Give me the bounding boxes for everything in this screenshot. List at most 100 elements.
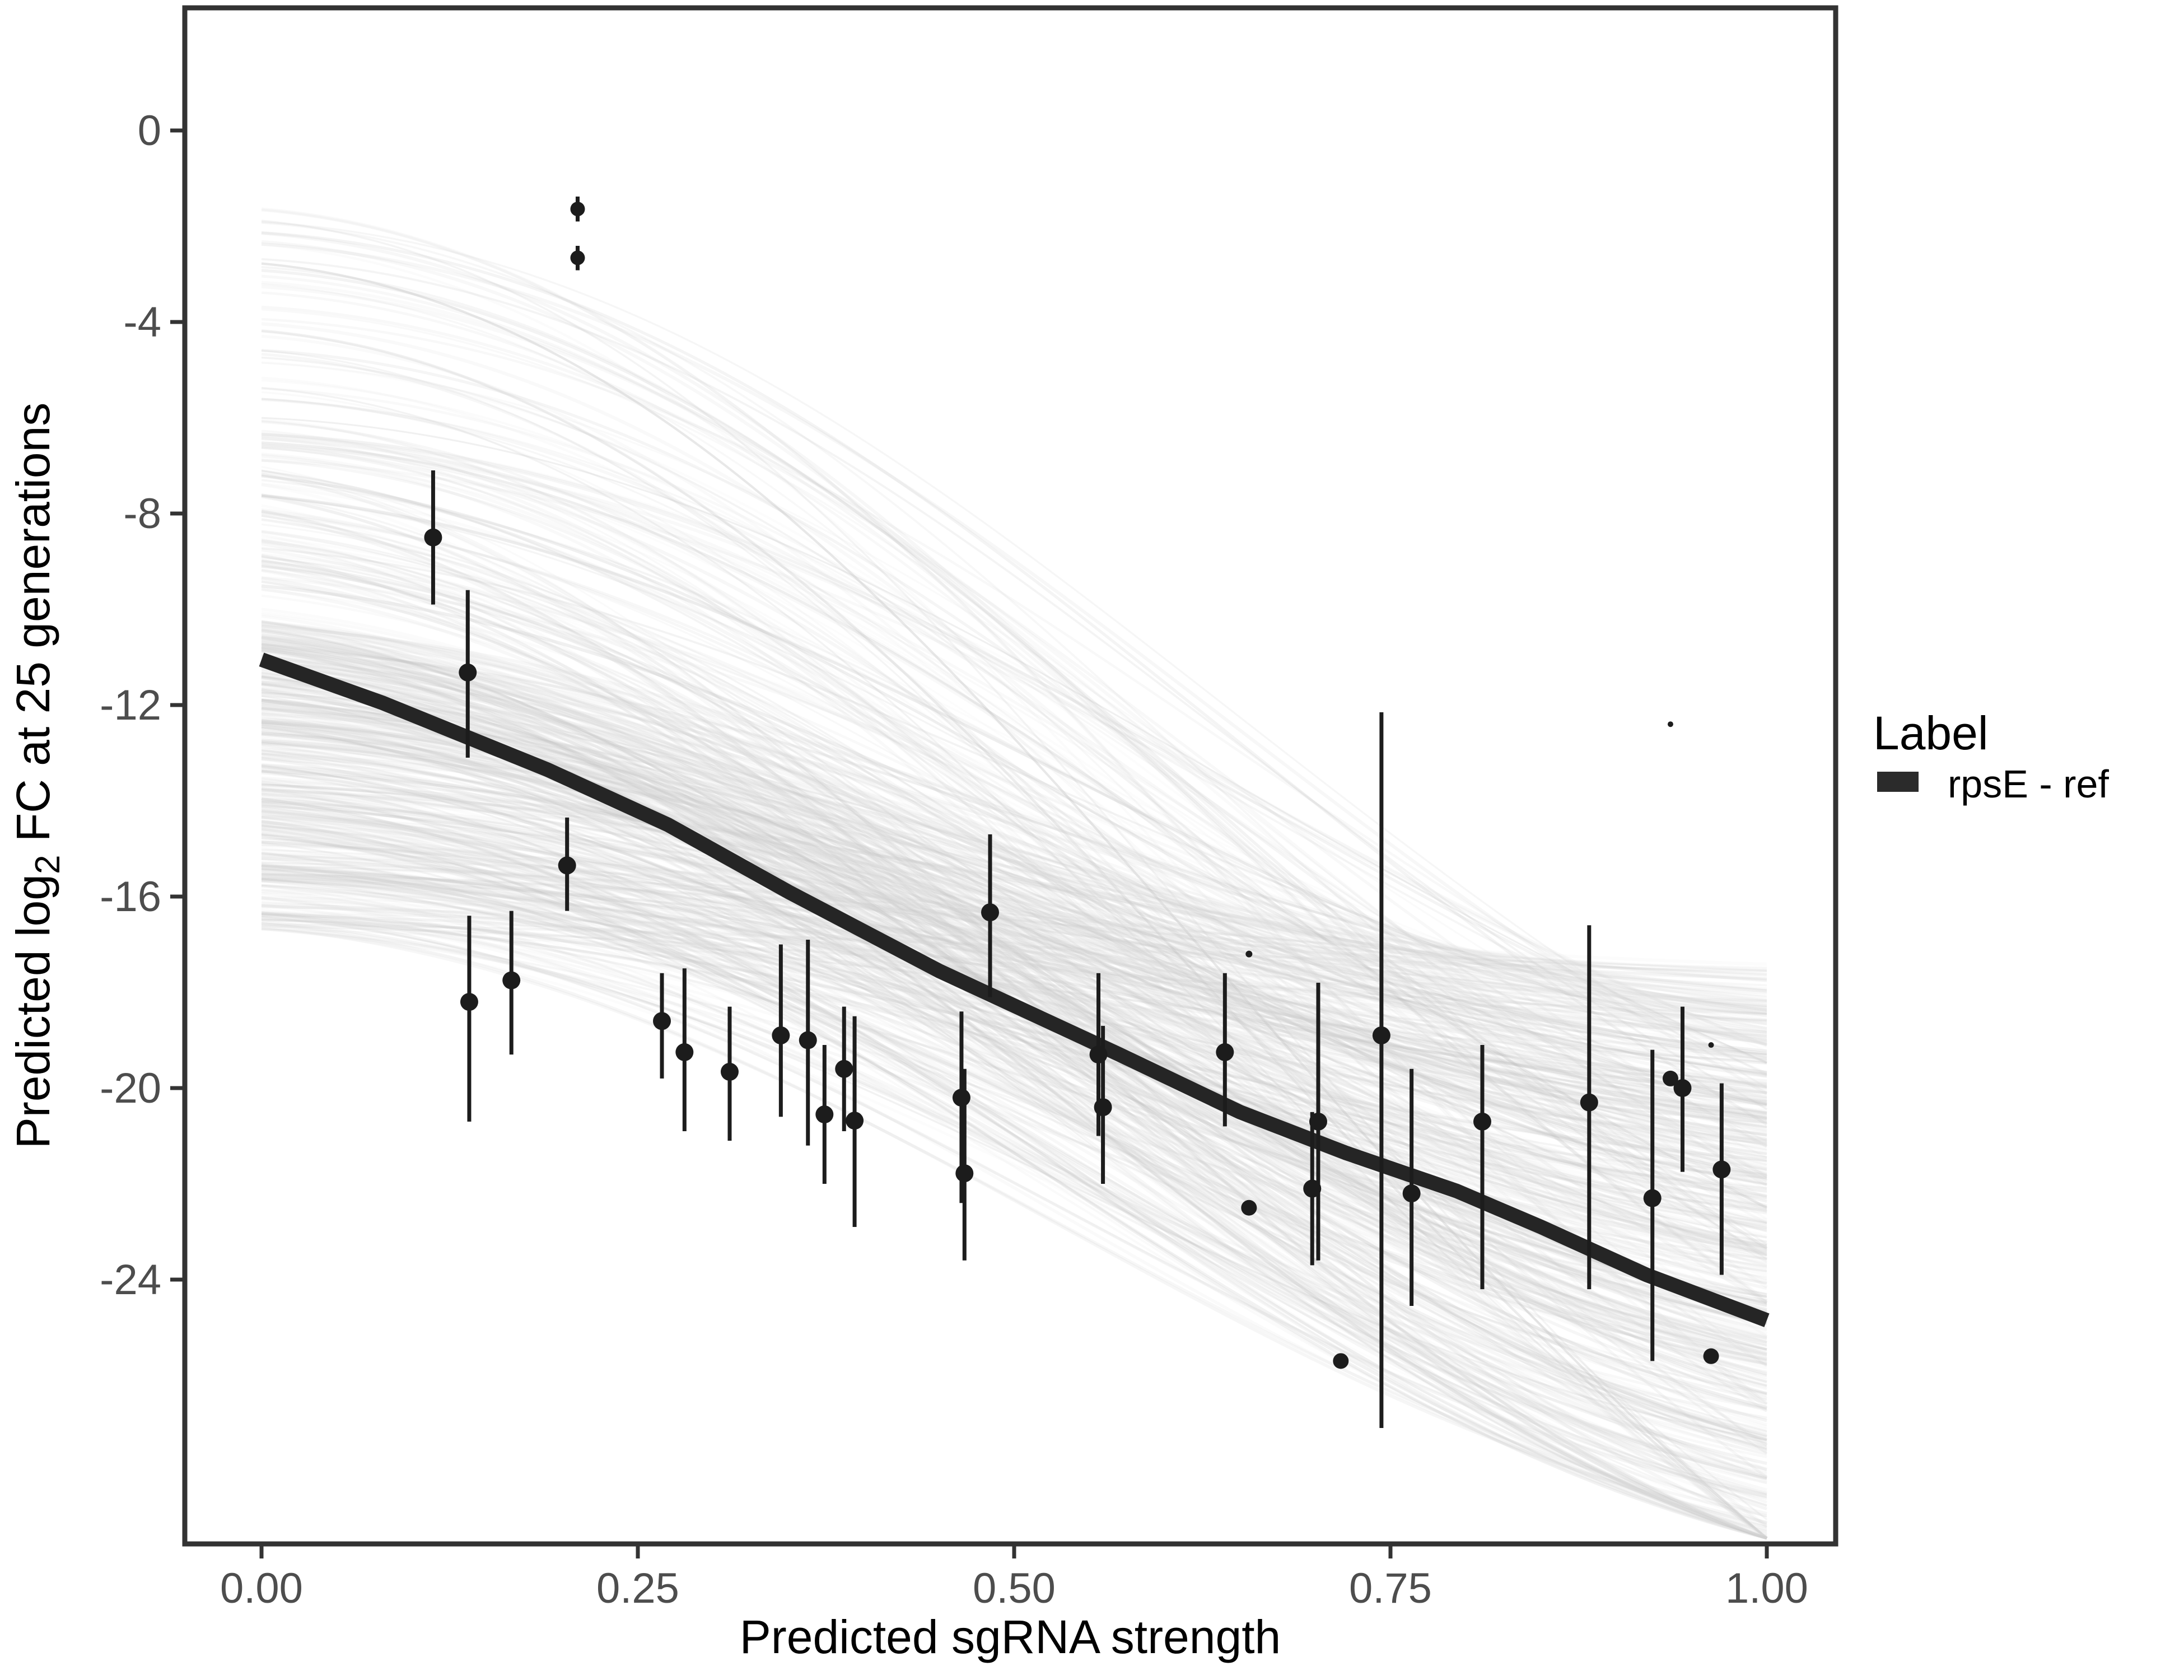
pointrange[interactable] <box>1662 1070 1678 1086</box>
posterior-draw-line <box>261 809 1767 1355</box>
data-point[interactable] <box>570 202 585 217</box>
pointrange[interactable] <box>1333 1353 1349 1369</box>
data-point[interactable] <box>1643 1189 1662 1207</box>
posterior-draw-line <box>261 682 1767 1232</box>
pointrange[interactable] <box>1402 1068 1421 1306</box>
data-point[interactable] <box>653 1012 671 1030</box>
pointrange[interactable] <box>424 470 442 605</box>
posterior-draw-line <box>261 695 1767 1539</box>
data-point[interactable] <box>1333 1353 1349 1369</box>
pointrange[interactable] <box>558 817 576 911</box>
data-point[interactable] <box>1372 1026 1390 1044</box>
legend-key-line-swatch[interactable] <box>1877 772 1919 792</box>
data-point[interactable] <box>460 993 478 1011</box>
posterior-draw-line <box>261 781 1767 1439</box>
pointrange[interactable] <box>846 1016 864 1227</box>
pointrange[interactable] <box>1703 1348 1719 1364</box>
posterior-draw-line <box>261 797 1767 1197</box>
data-point[interactable] <box>846 1112 864 1130</box>
data-point[interactable] <box>955 1164 974 1183</box>
pointrange[interactable] <box>675 968 694 1131</box>
data-point[interactable] <box>1708 1042 1714 1048</box>
pointrange[interactable] <box>1712 1083 1731 1275</box>
reference-line-rpsE[interactable] <box>259 652 1770 1327</box>
data-point[interactable] <box>1667 721 1673 727</box>
legend-item-label[interactable]: rpsE - ref <box>1948 762 2109 806</box>
posterior-draw-line <box>261 806 1767 1347</box>
data-point[interactable] <box>981 903 999 922</box>
pointrange[interactable] <box>955 1068 974 1261</box>
pointrange[interactable] <box>570 246 585 270</box>
pointrange[interactable] <box>1216 973 1234 1127</box>
posterior-draw-line <box>261 769 1767 1539</box>
data-point[interactable] <box>1309 1112 1327 1131</box>
posterior-draw-line <box>261 831 1767 1496</box>
pointrange[interactable] <box>1372 712 1390 1429</box>
pointrange[interactable] <box>1708 1042 1714 1048</box>
pointrange[interactable] <box>1580 925 1598 1290</box>
posterior-draw-line <box>261 433 1768 1225</box>
pointrange[interactable] <box>815 1045 834 1184</box>
data-point[interactable] <box>1703 1348 1719 1364</box>
data-point[interactable] <box>1094 1098 1112 1117</box>
data-point[interactable] <box>675 1043 694 1061</box>
pointrange[interactable] <box>1309 982 1327 1261</box>
posterior-draw-line <box>261 444 1768 1528</box>
pointrange[interactable] <box>459 590 477 758</box>
posterior-draw-line <box>261 265 1768 1260</box>
pointrange[interactable] <box>799 939 817 1146</box>
posterior-draw-line <box>261 726 1767 1304</box>
data-point[interactable] <box>1673 1079 1692 1097</box>
data-point[interactable] <box>772 1026 790 1044</box>
data-point[interactable] <box>1712 1160 1731 1179</box>
data-point[interactable] <box>1216 1043 1234 1061</box>
axis-ticks-layer: 0 -4 -8 -12 -16 -20 -24 0.00 0.25 0.50 0.75 1.00 <box>100 107 1808 1612</box>
pointrange[interactable] <box>1245 950 1253 958</box>
pointrange[interactable] <box>570 196 585 222</box>
posterior-draw-line <box>261 466 1767 1482</box>
data-point[interactable] <box>1241 1200 1257 1216</box>
pointrange[interactable] <box>1673 1006 1692 1172</box>
posterior-draw-line <box>261 435 1767 1075</box>
posterior-draw-line <box>261 890 1767 1034</box>
pointrange[interactable] <box>460 916 478 1122</box>
posterior-draw-line <box>261 666 1767 1059</box>
data-point[interactable] <box>720 1062 739 1081</box>
posterior-draw-line <box>261 707 1767 1040</box>
data-point[interactable] <box>1245 950 1253 958</box>
posterior-draw-line <box>261 673 1767 1034</box>
data-point[interactable] <box>570 250 585 265</box>
pointrange[interactable] <box>981 834 999 997</box>
pointrange[interactable] <box>1643 1049 1662 1361</box>
pointrange[interactable] <box>502 911 521 1055</box>
pointrange[interactable] <box>1241 1200 1257 1216</box>
pointrange[interactable] <box>720 1006 739 1141</box>
data-point[interactable] <box>799 1031 817 1049</box>
data-point[interactable] <box>815 1105 834 1124</box>
posterior-draw-line <box>261 749 1767 1247</box>
posterior-draw-line <box>261 658 1767 1321</box>
posterior-draw-line <box>261 709 1767 1024</box>
data-point[interactable] <box>835 1060 853 1078</box>
data-point[interactable] <box>1473 1112 1491 1131</box>
posterior-draw-line <box>261 636 1767 1290</box>
data-point[interactable] <box>424 528 442 547</box>
data-point[interactable] <box>459 663 477 682</box>
data-point[interactable] <box>502 971 521 990</box>
data-point[interactable] <box>1662 1070 1678 1086</box>
posterior-draw-line <box>261 494 1767 1480</box>
data-point[interactable] <box>558 856 576 875</box>
posterior-draw-line <box>261 708 1767 1017</box>
pointrange[interactable] <box>772 944 790 1117</box>
pointrange[interactable] <box>1094 1025 1112 1184</box>
pointrange[interactable] <box>835 1006 853 1131</box>
data-point[interactable] <box>952 1089 970 1107</box>
posterior-draw-line <box>261 764 1767 1444</box>
pointrange[interactable] <box>1667 721 1673 727</box>
pointrange[interactable] <box>653 973 671 1079</box>
data-point[interactable] <box>1402 1184 1421 1203</box>
posterior-draw-line <box>261 695 1767 1013</box>
posterior-draw-line <box>261 788 1767 982</box>
pointrange[interactable] <box>1473 1045 1491 1290</box>
data-point[interactable] <box>1580 1093 1598 1112</box>
